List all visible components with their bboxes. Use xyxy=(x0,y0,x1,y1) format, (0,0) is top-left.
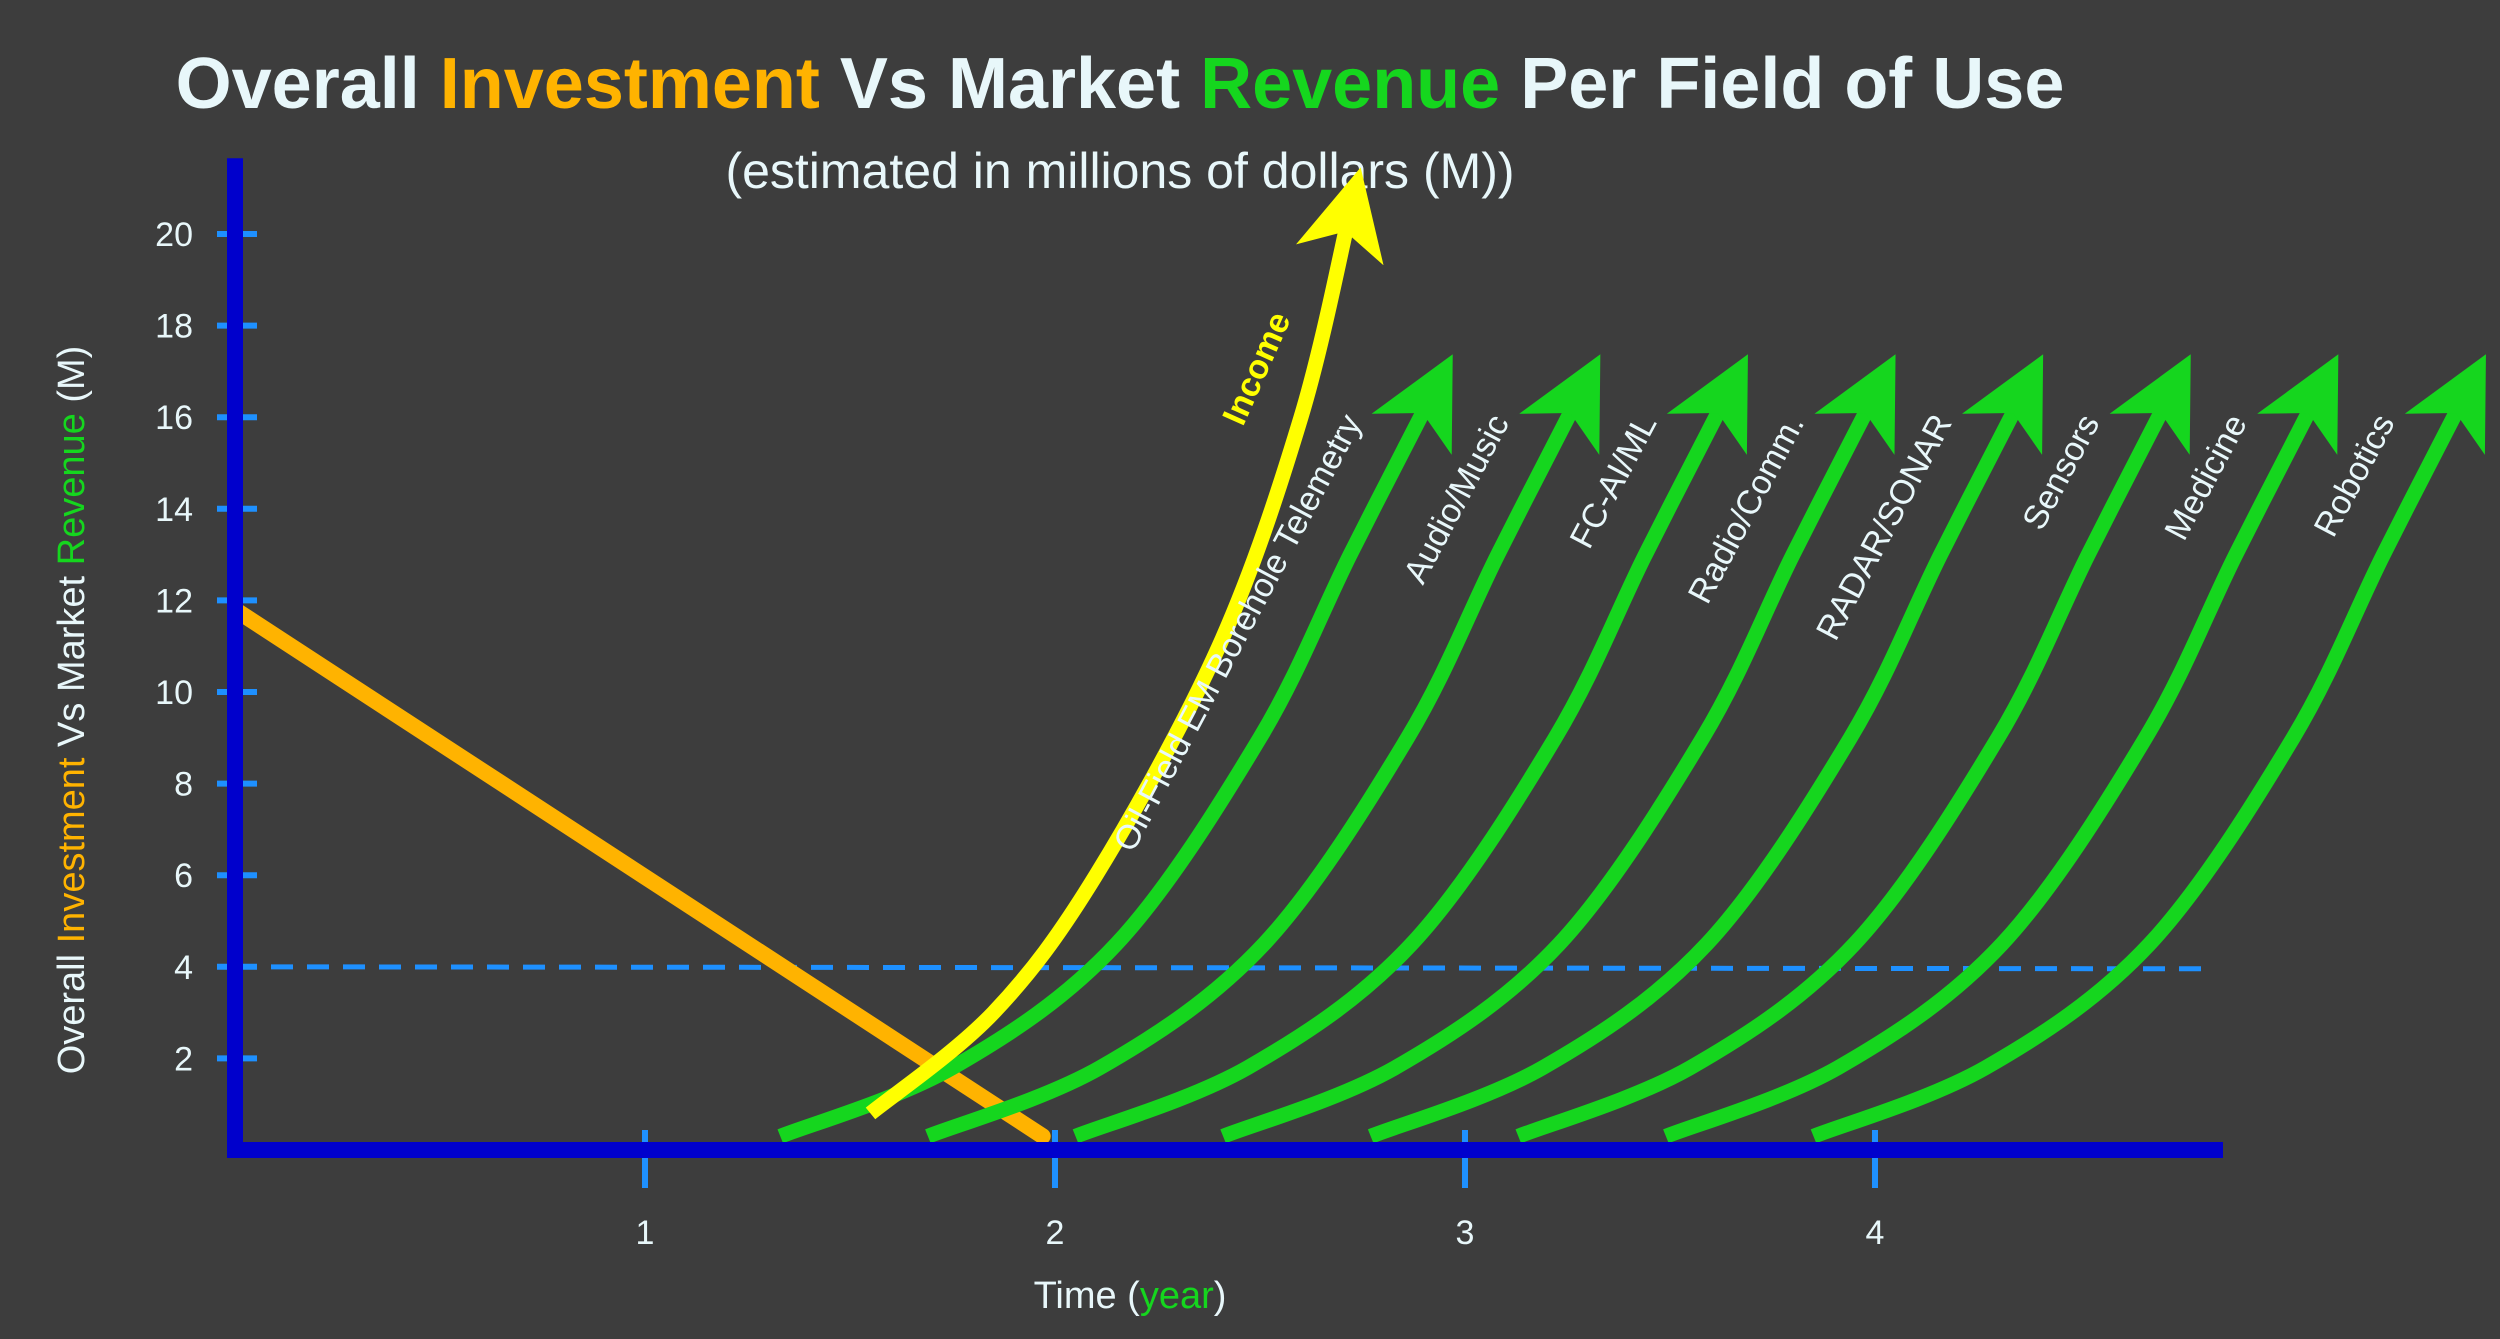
y-tick-label-2: 2 xyxy=(174,1040,193,1078)
y-tick-label-20: 20 xyxy=(155,216,193,254)
y-tick-label-6: 6 xyxy=(174,857,193,895)
x-tick-label-3: 3 xyxy=(1456,1214,1475,1252)
y-tick-label-16: 16 xyxy=(155,399,193,437)
investment-line xyxy=(227,601,1051,1145)
revenue-curve-1 xyxy=(925,354,1601,1144)
series-layer xyxy=(227,167,2486,1145)
xlabel-part-2: ) xyxy=(1214,1275,1227,1317)
chart-subtitle: (estimated in millions of dollars (M)) xyxy=(725,143,1514,199)
title-part-1: Investment xyxy=(440,44,820,124)
y-axis-label: Overall Investment Vs Market Revenue (M) xyxy=(51,346,93,1075)
threshold-line xyxy=(234,964,2204,972)
x-tick-label-1: 1 xyxy=(636,1214,655,1252)
revenue-curve-4 xyxy=(1367,354,2044,1144)
y-tick-label-12: 12 xyxy=(155,582,193,620)
income-curve xyxy=(865,167,1384,1120)
chart-title: Overall Investment Vs Market Revenue Per… xyxy=(176,44,2065,124)
xlabel-part-0: Time ( xyxy=(1034,1275,1141,1317)
y-tick-label-10: 10 xyxy=(155,674,193,712)
xlabel-part-1: year xyxy=(1140,1275,1214,1317)
x-axis-label: Time (year) xyxy=(1034,1275,1227,1317)
ylabel-part-0: Overall xyxy=(51,943,93,1074)
ylabel-part-3: Revenue xyxy=(51,413,93,565)
x-tick-label-2: 2 xyxy=(1046,1214,1065,1252)
title-part-3: Revenue xyxy=(1200,44,1500,124)
threshold-layer xyxy=(234,964,2204,972)
y-tick-label-4: 4 xyxy=(174,949,193,987)
revenue-curve-3 xyxy=(1220,354,1896,1144)
title-part-2: Vs Market xyxy=(820,44,1200,124)
title-part-0: Overall xyxy=(176,44,440,124)
y-tick-label-18: 18 xyxy=(155,308,193,346)
revenue-curve-0 xyxy=(777,354,1453,1144)
axes-layer xyxy=(227,158,2223,1158)
revenue-curve-5 xyxy=(1515,354,2191,1144)
y-tick-label-14: 14 xyxy=(155,491,193,529)
ylabel-part-1: Investment xyxy=(51,757,93,943)
ylabel-part-2: Vs Market xyxy=(51,565,93,757)
ylabel-part-4: (M) xyxy=(51,346,93,414)
revenue-curve-6 xyxy=(1663,354,2339,1144)
y-tick-label-8: 8 xyxy=(174,766,193,804)
title-part-4: Per Field of Use xyxy=(1500,44,2064,124)
x-tick-label-4: 4 xyxy=(1866,1214,1885,1252)
revenue-curve-2 xyxy=(1072,354,1748,1144)
revenue-curve-7 xyxy=(1810,354,2486,1144)
